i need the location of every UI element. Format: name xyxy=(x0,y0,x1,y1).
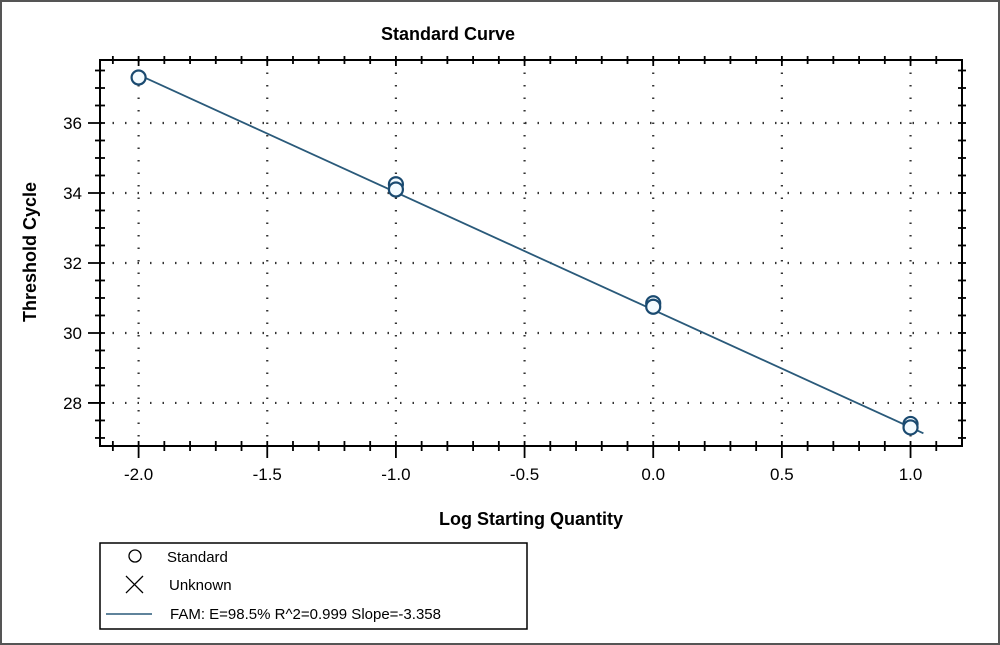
y-tick-label: 34 xyxy=(63,184,82,203)
legend-fit: FAM: E=98.5% R^2=0.999 Slope=-3.358 xyxy=(170,606,441,623)
plot-area-border xyxy=(99,59,963,447)
data-point xyxy=(387,181,405,198)
x-tick-label: 0.0 xyxy=(641,465,665,484)
x-tick-label: -0.5 xyxy=(510,465,539,484)
x-axis-label: Log Starting Quantity xyxy=(439,509,623,529)
x-tick-label: -2.0 xyxy=(124,465,153,484)
legend-unknown: Unknown xyxy=(169,577,232,594)
x-tick-label: -1.0 xyxy=(381,465,410,484)
fit-line xyxy=(138,74,924,435)
x-tick-label: 1.0 xyxy=(899,465,923,484)
legend-box xyxy=(99,542,528,630)
data-point xyxy=(645,298,662,315)
legend-circle-icon xyxy=(128,549,142,563)
x-tick-label: 0.5 xyxy=(770,465,794,484)
legend: Standard Unknown FAM: E=98.5% R^2=0.999 … xyxy=(99,542,528,630)
data-point xyxy=(130,69,147,86)
y-tick-label: 30 xyxy=(63,324,82,343)
y-tick-label: 36 xyxy=(63,114,82,133)
legend-x-icon xyxy=(125,575,144,594)
legend-standard: Standard xyxy=(167,549,228,566)
y-tick-label: 32 xyxy=(63,254,82,273)
data-point xyxy=(902,419,919,436)
y-tick-label: 28 xyxy=(63,394,82,413)
chart-title: Standard Curve xyxy=(381,24,515,44)
y-axis-label: Threshold Cycle xyxy=(20,182,40,322)
x-tick-label: -1.5 xyxy=(253,465,282,484)
